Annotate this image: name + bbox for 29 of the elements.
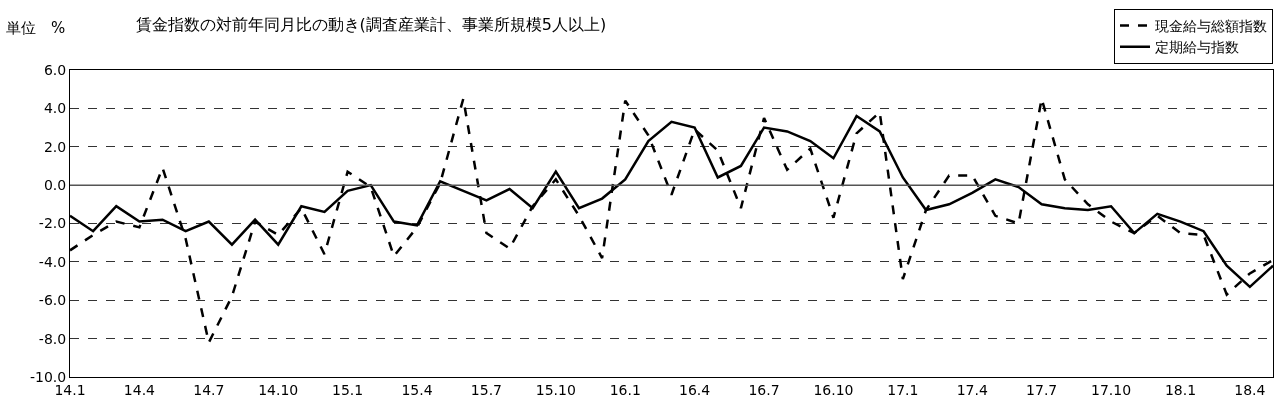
x-tick-label: 17.4 <box>956 381 988 398</box>
x-tick-label: 17.1 <box>887 381 919 398</box>
x-tick-label: 14.4 <box>123 381 156 398</box>
x-tick-label: 15.1 <box>332 381 364 398</box>
x-tick-label: 18.1 <box>1164 381 1197 398</box>
y-tick-label: 0.0 <box>43 177 67 194</box>
y-tick-label: 4.0 <box>43 100 67 117</box>
x-tick-label: 15.7 <box>470 381 503 398</box>
x-tick-label: 15.10 <box>535 381 576 398</box>
y-axis-title: 単位 % <box>6 19 66 37</box>
legend-label: 定期給与指数 <box>1155 39 1239 56</box>
x-tick-label: 16.1 <box>609 381 641 398</box>
y-tick-label: -8.0 <box>38 330 67 347</box>
y-tick-label: 6.0 <box>43 61 67 78</box>
x-tick-label: 15.4 <box>401 381 433 398</box>
y-tick-label: -6.0 <box>38 292 67 309</box>
y-tick-label: -4.0 <box>38 253 67 270</box>
x-tick-label: 17.10 <box>1091 381 1132 398</box>
x-tick-label: 16.10 <box>813 381 854 398</box>
x-tick-label: 18.4 <box>1234 381 1266 398</box>
x-tick-label: 14.10 <box>258 381 299 398</box>
x-tick-label: 17.7 <box>1026 381 1058 398</box>
x-tick-label: 16.4 <box>679 381 711 398</box>
x-tick-label: 16.7 <box>748 381 780 398</box>
legend-label: 現金給与総額指数 <box>1155 17 1267 34</box>
y-tick-label: -2.0 <box>38 215 67 232</box>
y-tick-label: 2.0 <box>43 138 67 155</box>
x-tick-label: 14.7 <box>193 381 225 398</box>
chart-title: 賃金指数の対前年同月比の動き(調査産業計、事業所規模5人以上) <box>135 15 607 35</box>
